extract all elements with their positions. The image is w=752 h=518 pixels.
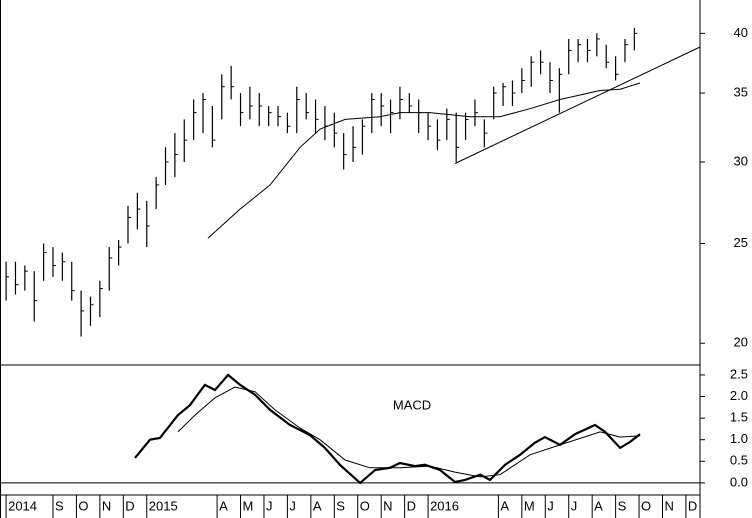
x-tick-label: A [594, 498, 603, 513]
y-tick-label: 30 [734, 153, 748, 168]
x-tick-label: M [243, 498, 254, 513]
x-tick-label: A [219, 498, 228, 513]
y-tick-label: 2.5 [730, 366, 748, 381]
x-tick-label: D [125, 498, 134, 513]
x-tick-label: A [500, 498, 509, 513]
y-tick-label: 20 [734, 335, 748, 350]
x-tick-label: D [407, 498, 416, 513]
x-tick-label: D [688, 498, 697, 513]
y-tick-label: 1.5 [730, 410, 748, 425]
y-tick-label: 40 [734, 25, 748, 40]
x-tick-label: O [360, 498, 370, 513]
x-tick-label: 2015 [149, 498, 178, 513]
x-tick-label: 2016 [430, 498, 459, 513]
y-tick-label: 2.0 [730, 388, 748, 403]
x-tick-label: A [313, 498, 322, 513]
x-tick-label: N [664, 498, 673, 513]
line-series [207, 82, 641, 239]
x-tick-label: J [266, 498, 273, 513]
x-tick-label: N [102, 498, 111, 513]
x-tick-label: M [524, 498, 535, 513]
macd-label: MACD [393, 397, 431, 412]
x-tick-label: J [571, 498, 578, 513]
y-tick-label: 25 [734, 235, 748, 250]
y-tick-label: 0.0 [730, 474, 748, 489]
x-tick-label: O [641, 498, 651, 513]
y-tick-label: 35 [734, 85, 748, 100]
line-series [177, 386, 641, 478]
x-tick-label: N [383, 498, 392, 513]
line-series [454, 46, 701, 164]
x-tick-label: O [78, 498, 88, 513]
x-tick-label: S [55, 498, 64, 513]
y-tick-label: 0.5 [730, 453, 748, 468]
x-tick-label: 2014 [8, 498, 37, 513]
x-tick-label: J [289, 498, 296, 513]
y-tick-label: 1.0 [730, 431, 748, 446]
x-tick-label: S [336, 498, 345, 513]
x-tick-label: S [618, 498, 627, 513]
x-tick-label: J [547, 498, 554, 513]
